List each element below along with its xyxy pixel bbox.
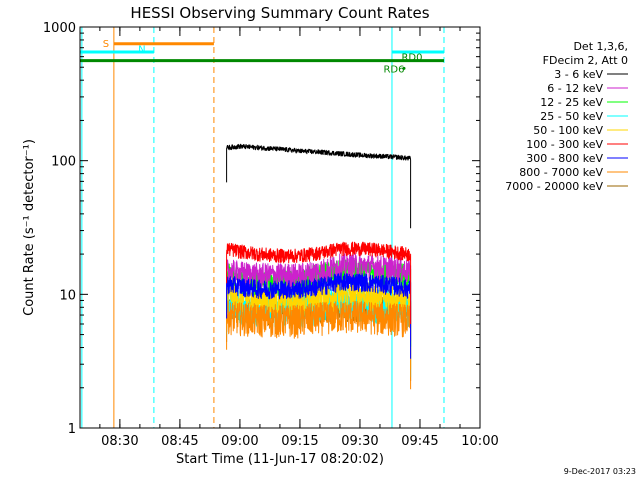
chart-title: HESSI Observing Summary Count Rates: [130, 4, 429, 22]
x-tick-label: 08:30: [101, 434, 138, 449]
legend-label: 25 - 50 keV: [540, 110, 603, 123]
y-tick-label: 1000: [43, 21, 76, 36]
marker-annotation: RD6: [383, 64, 404, 75]
legend-label: 6 - 12 keV: [547, 82, 603, 95]
timestamp: 9-Dec-2017 03:23: [564, 467, 636, 476]
x-axis-label: Start Time (11-Jun-17 08:20:02): [176, 452, 384, 467]
x-tick-label: 09:45: [401, 434, 438, 449]
marker-annotation: N: [138, 45, 145, 56]
legend-label: 7000 - 20000 keV: [505, 180, 603, 193]
legend-label: 12 - 25 keV: [540, 96, 603, 109]
x-tick-label: 09:30: [341, 434, 378, 449]
legend-label: 300 - 800 keV: [526, 152, 603, 165]
plot-frame: [79, 26, 481, 429]
series-line: [226, 253, 412, 341]
legend-label: 800 - 7000 keV: [519, 166, 603, 179]
x-tick-label: 08:45: [161, 434, 198, 449]
x-tick-label: 09:00: [221, 434, 258, 449]
y-tick-label: 10: [59, 288, 76, 303]
legend-header: Det 1,3,6,: [573, 40, 628, 53]
legend-label: 100 - 300 keV: [526, 138, 603, 151]
marker-annotation: RD0: [401, 53, 422, 64]
marker-annotation: S: [103, 39, 109, 50]
legend-label: 3 - 6 keV: [554, 68, 603, 81]
y-axis-label: Count Rate (s⁻¹ detector⁻¹): [22, 139, 37, 316]
y-tick-label: 100: [51, 155, 76, 170]
series-line: [226, 272, 412, 359]
rd6-dot: [402, 66, 406, 70]
x-tick-label: 09:15: [281, 434, 318, 449]
y-tick-label: 1: [68, 422, 76, 437]
x-tick-label: 10:00: [461, 434, 498, 449]
series-line: [226, 241, 412, 324]
series-line: [226, 300, 412, 390]
legend-label: 50 - 100 keV: [533, 124, 603, 137]
legend-header: FDecim 2, Att 0: [543, 54, 628, 67]
series-line: [226, 143, 412, 229]
